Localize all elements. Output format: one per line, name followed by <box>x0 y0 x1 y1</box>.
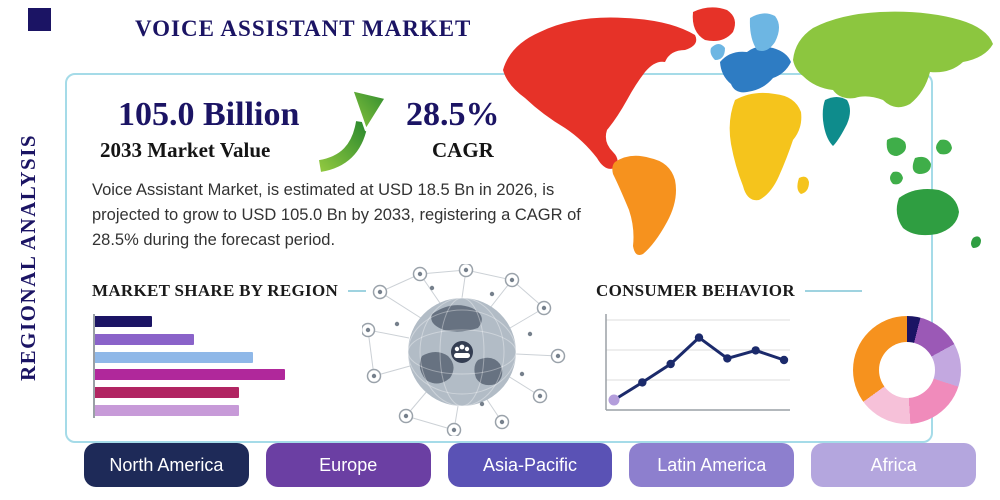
map-region-greenland <box>692 7 735 42</box>
chart-gridlines <box>606 319 790 381</box>
market-value-caption: 2033 Market Value <box>100 138 271 162</box>
map-region-new-zealand <box>971 236 981 248</box>
network-node-dots <box>365 267 561 433</box>
region-button-label: Asia-Pacific <box>482 454 577 475</box>
cagr-value: 28.5% <box>406 96 500 133</box>
bar-region-1 <box>95 316 152 327</box>
market-share-bar-chart <box>93 314 285 418</box>
map-region-british-isles <box>710 44 725 60</box>
line-series <box>608 333 789 406</box>
consumer-behavior-donut <box>853 316 961 424</box>
map-region-scandinavia <box>749 13 779 51</box>
market-value: 105.0 Billion <box>118 96 300 133</box>
donut-hole <box>879 342 935 398</box>
globe-network-illustration <box>362 264 566 436</box>
consumer-behavior-line-chart <box>605 314 790 411</box>
globe-continents <box>419 305 503 386</box>
bar-region-4 <box>95 369 285 381</box>
line-point-4 <box>694 333 704 342</box>
bar-region-2 <box>95 333 194 345</box>
region-button-label: North America <box>109 454 224 475</box>
side-label-regional-analysis: REGIONAL ANALYSIS <box>16 133 40 381</box>
consumer-behavior-heading-row: CONSUMER BEHAVIOR <box>596 281 862 301</box>
market-share-heading-row: MARKET SHARE BY REGION <box>92 281 366 301</box>
globe-gridlines <box>407 297 517 407</box>
region-button-africa[interactable]: Africa <box>811 443 976 487</box>
bar-region-5 <box>95 387 240 399</box>
region-button-europe[interactable]: Europe <box>265 443 431 487</box>
people-icon-glyph <box>454 344 470 358</box>
line-point-5 <box>723 354 732 363</box>
region-button-label: Latin America <box>657 454 767 475</box>
region-button-label: Europe <box>319 454 378 475</box>
line-point-2 <box>638 378 647 387</box>
region-button-latin-america[interactable]: Latin America <box>629 443 795 487</box>
region-button-asia-pacific[interactable]: Asia-Pacific <box>447 443 613 487</box>
region-button-north-america[interactable]: North America <box>84 443 249 487</box>
line-point-6 <box>751 346 760 355</box>
line-point-1 <box>608 394 620 406</box>
consumer-behavior-heading: CONSUMER BEHAVIOR <box>596 281 795 300</box>
market-share-heading: MARKET SHARE BY REGION <box>92 281 339 300</box>
growth-arrow-icon <box>317 88 388 172</box>
region-buttons: North America Europe Asia-Pacific Latin Ame… <box>84 443 976 487</box>
corner-accent-square <box>28 8 51 31</box>
region-button-label: Africa <box>870 454 917 475</box>
heading-rule <box>348 290 366 292</box>
bar-region-6 <box>95 404 240 416</box>
people-icon <box>451 341 473 363</box>
page-title: VOICE ASSISTANT MARKET <box>135 16 472 41</box>
cagr-caption: CAGR <box>432 138 494 162</box>
market-description: Voice Assistant Market, is estimated at … <box>92 181 581 249</box>
heading-rule <box>804 290 862 292</box>
bar-region-3 <box>95 351 253 363</box>
line-point-7 <box>779 355 789 365</box>
line-point-3 <box>666 359 675 369</box>
